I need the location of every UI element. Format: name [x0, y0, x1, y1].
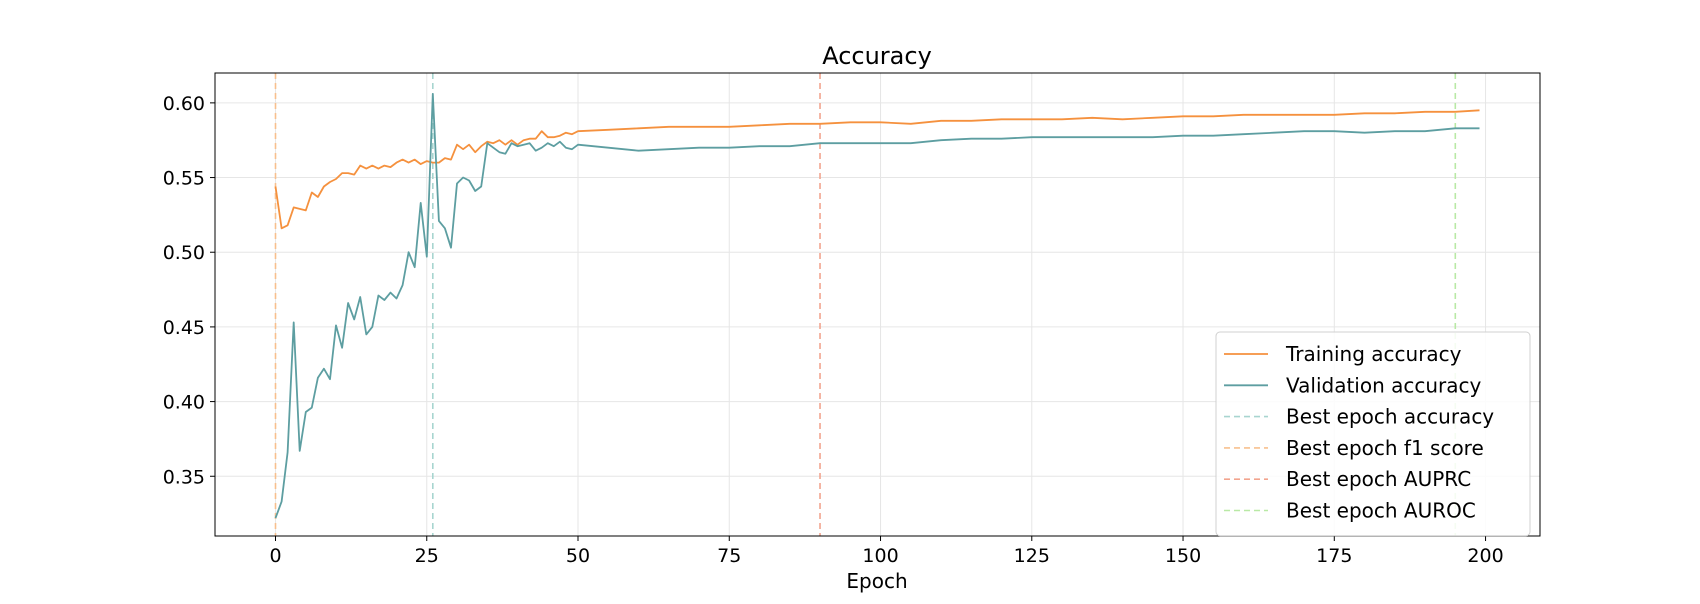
legend-label-0: Training accuracy — [1285, 342, 1462, 366]
tick-layer: 0 25 50 75 100 125 150 175 200 0.35 0.40 0.45 0.50 0.… — [163, 93, 1504, 567]
x-tick-label-6: 150 — [1165, 545, 1201, 567]
series-line-1 — [274, 93, 1480, 519]
legend-label-5: Best epoch AUROC — [1286, 499, 1476, 523]
x-tick-label-1: 25 — [415, 545, 439, 567]
x-tick-label-0: 0 — [269, 545, 281, 567]
chart-title: Accuracy — [822, 42, 932, 70]
legend-label-2: Best epoch accuracy — [1286, 405, 1494, 429]
x-tick-label-2: 50 — [566, 545, 590, 567]
x-tick-label-8: 200 — [1467, 545, 1503, 567]
x-axis-label: Epoch — [846, 569, 907, 593]
legend: Training accuracy Validation accuracy Best… — [1215, 331, 1531, 537]
x-tick-label-5: 125 — [1014, 545, 1050, 567]
y-tick-label-0: 0.35 — [163, 466, 205, 488]
x-tick-label-7: 175 — [1316, 545, 1352, 567]
y-tick-label-3: 0.50 — [163, 242, 205, 264]
y-tick-label-5: 0.60 — [163, 93, 205, 115]
x-tick-label-4: 100 — [862, 545, 898, 567]
y-tick-label-1: 0.40 — [163, 392, 205, 414]
plot-frame — [214, 72, 1541, 537]
y-tick-label-4: 0.55 — [163, 168, 205, 190]
legend-label-3: Best epoch f1 score — [1286, 436, 1484, 460]
y-tick-label-2: 0.45 — [163, 317, 205, 339]
series-layer — [274, 93, 1480, 519]
legend-label-1: Validation accuracy — [1286, 373, 1482, 397]
series-line-0 — [274, 109, 1480, 230]
legend-box — [1215, 331, 1531, 537]
legend-label-4: Best epoch AUPRC — [1286, 467, 1471, 491]
x-tick-label-3: 75 — [717, 545, 741, 567]
